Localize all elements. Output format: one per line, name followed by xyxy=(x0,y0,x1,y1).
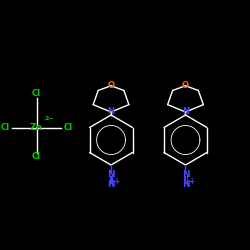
Text: O: O xyxy=(108,81,114,90)
Text: Zn: Zn xyxy=(30,123,43,132)
Text: O: O xyxy=(182,81,189,90)
Text: +: + xyxy=(113,177,119,186)
Text: Cl: Cl xyxy=(1,123,10,132)
Text: N: N xyxy=(107,180,115,190)
Text: N: N xyxy=(108,108,114,116)
Text: Cl: Cl xyxy=(32,89,41,98)
Text: N: N xyxy=(107,170,115,179)
Text: +: + xyxy=(188,177,194,186)
Text: N: N xyxy=(182,180,189,190)
Text: Cl: Cl xyxy=(32,152,41,161)
Text: N: N xyxy=(182,170,189,179)
Text: Cl: Cl xyxy=(63,123,72,132)
Text: 2−: 2− xyxy=(45,116,54,121)
Text: N: N xyxy=(182,108,189,116)
